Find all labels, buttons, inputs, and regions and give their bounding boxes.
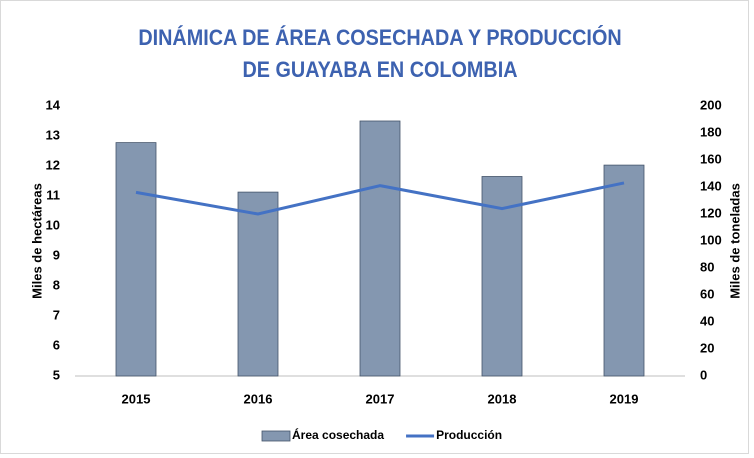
y2-tick-label: 120 <box>700 205 722 220</box>
y-tick-label: 7 <box>53 307 60 322</box>
y2-tick-label: 40 <box>700 313 714 328</box>
y2-tick-label: 160 <box>700 151 722 166</box>
y2-tick-label: 200 <box>700 97 722 112</box>
legend-label: Producción <box>436 428 502 442</box>
bar <box>237 191 279 377</box>
y-tick-label: 14 <box>46 97 61 112</box>
line <box>135 181 625 216</box>
x-tick-label: 2019 <box>610 391 639 406</box>
y2-axis-label: Miles de toneladas <box>727 183 742 299</box>
bar <box>359 120 401 377</box>
x-tick-label: 2016 <box>244 391 273 406</box>
y-tick-label: 11 <box>46 187 60 202</box>
y2-tick-label: 140 <box>700 178 722 193</box>
y-tick-label: 5 <box>53 367 60 382</box>
bar <box>603 164 645 377</box>
y-axis-label: Miles de hectáreas <box>29 183 44 299</box>
y2-tick-label: 20 <box>700 340 714 355</box>
bar <box>115 142 157 377</box>
y2-tick-label: 80 <box>700 259 714 274</box>
y-tick-label: 10 <box>46 217 60 232</box>
y-tick-label: 8 <box>53 277 60 292</box>
x-tick-label: 2017 <box>366 391 395 406</box>
x-tick-label: 2018 <box>488 391 517 406</box>
y2-tick-label: 0 <box>700 367 707 382</box>
y2-tick-label: 100 <box>700 232 722 247</box>
x-tick-label: 2015 <box>122 391 151 406</box>
legend-swatch <box>261 430 291 442</box>
y-tick-label: 9 <box>53 247 60 262</box>
y-tick-label: 6 <box>53 337 60 352</box>
y-tick-label: 12 <box>46 157 60 172</box>
chart-title: DINÁMICA DE ÁREA COSECHADA Y PRODUCCIÓN … <box>138 25 622 82</box>
y2-tick-label: 180 <box>700 124 722 139</box>
legend-label: Área cosechada <box>292 427 384 442</box>
y2-tick-label: 60 <box>700 286 714 301</box>
y-tick-label: 13 <box>46 127 60 142</box>
